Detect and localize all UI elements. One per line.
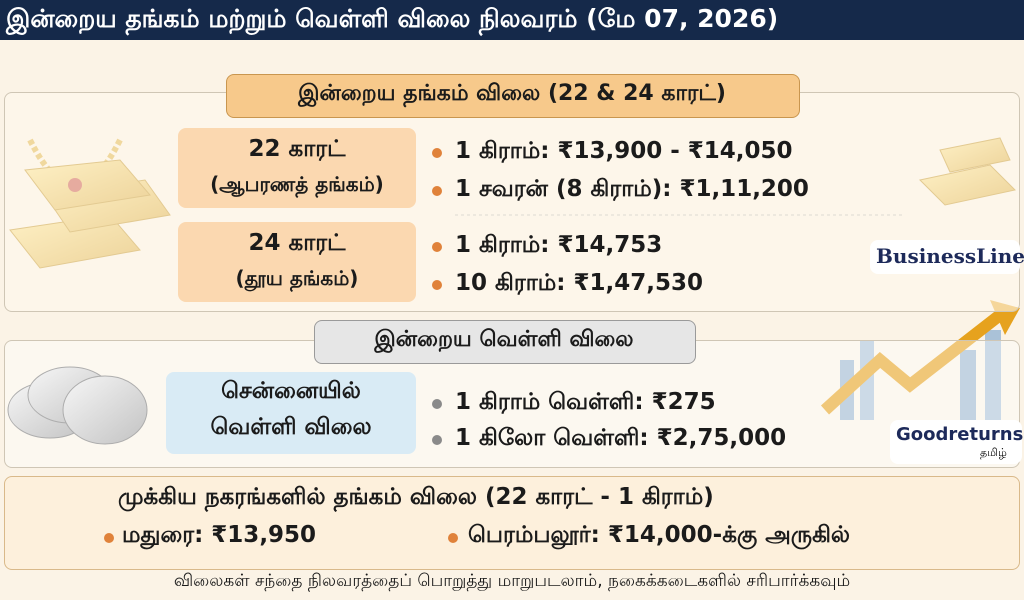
bullet	[432, 435, 442, 445]
cities-panel	[4, 476, 1020, 570]
bullet	[432, 186, 442, 196]
carat-label: 24 காரட்	[248, 230, 346, 256]
silver-price: 1 கிலோ வெள்ளி: ₹2,75,000	[455, 425, 787, 451]
silver-title-pill	[314, 320, 696, 364]
silver-label-box	[166, 372, 416, 454]
carat-label: (ஆபரணத் தங்கம்)	[210, 172, 384, 196]
header-bar	[0, 0, 1024, 40]
gold-panel	[4, 92, 1020, 312]
source-sub: தமிழ்	[980, 446, 1007, 459]
bullet	[432, 242, 442, 252]
bullet	[104, 533, 114, 543]
bullet	[432, 399, 442, 409]
gold-price: 1 கிராம்: ₹13,900 - ₹14,050	[455, 138, 793, 164]
cities-title: முக்கிய நகரங்களில் தங்கம் விலை (22 காரட்…	[118, 484, 714, 510]
silver-label: சென்னையில்	[221, 378, 361, 404]
source-badge	[870, 240, 1020, 274]
gold-price: 10 கிராம்: ₹1,47,530	[455, 270, 703, 296]
bullet	[432, 148, 442, 158]
source-badge	[890, 420, 1022, 464]
gold-title: இன்றைய தங்கம் விலை (22 & 24 காரட்)	[298, 81, 726, 106]
carat-label: (தூய தங்கம்)	[235, 266, 359, 290]
silver-price: 1 கிராம் வெள்ளி: ₹275	[455, 389, 716, 415]
bullet	[448, 533, 458, 543]
city-price: பெரம்பலூர்: ₹14,000-க்கு அருகில்	[468, 522, 851, 548]
gold-price: 1 கிராம்: ₹14,753	[455, 232, 663, 258]
footer-note: விலைகள் சந்தை நிலவரத்தைப் பொறுத்து மாறுப…	[173, 571, 851, 591]
gold-price: 1 சவரன் (8 கிராம்): ₹1,11,200	[455, 176, 809, 202]
silver-label: வெள்ளி விலை	[210, 414, 372, 440]
gold-title-pill	[226, 74, 800, 118]
carat-box	[178, 128, 416, 208]
source-name: BusinessLine.	[876, 244, 1024, 268]
city-price: மதுரை: ₹13,950	[122, 522, 317, 548]
carat-label: 22 காரட்	[248, 136, 346, 162]
page-title: இன்றைய தங்கம் மற்றும் வெள்ளி விலை நிலவரம…	[6, 4, 779, 33]
silver-title: இன்றைய வெள்ளி விலை	[374, 327, 634, 352]
source-name: Goodreturns	[896, 424, 1024, 445]
carat-box	[178, 222, 416, 302]
bullet	[432, 280, 442, 290]
